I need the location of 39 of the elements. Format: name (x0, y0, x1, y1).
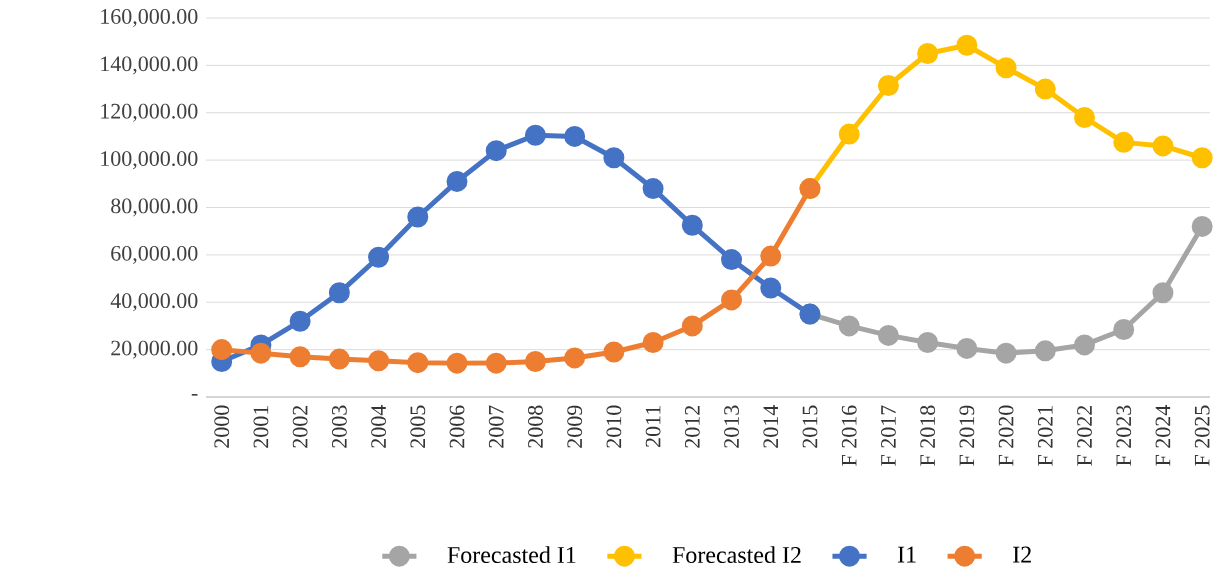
legend-label: I1 (897, 546, 916, 563)
x-tick-label: 2008 (528, 405, 543, 448)
x-tick-label: F 2020 (998, 405, 1014, 466)
x-tick-label: F 2019 (959, 405, 975, 466)
x-tick-label: F 2025 (1194, 405, 1210, 466)
x-tick-label: F 2018 (920, 405, 936, 466)
x-tick-label: 2000 (214, 405, 230, 448)
y-tick-label: 60,000.00 (111, 245, 198, 264)
x-tick-label: 2005 (410, 405, 426, 448)
x-tick-label: 2002 (292, 405, 308, 448)
x-tick-label: 2011 (645, 406, 661, 447)
x-tick-label: 2009 (567, 405, 583, 448)
x-tick-label: 2015 (802, 405, 818, 448)
x-tick-label: 2012 (684, 405, 700, 448)
x-tick-label: 2013 (724, 405, 739, 448)
y-tick-label: - (191, 394, 198, 396)
y-tick-label: 140,000.00 (101, 56, 198, 75)
y-tick-label: 160,000.00 (101, 9, 198, 28)
x-tick-label: F 2021 (1037, 406, 1053, 466)
y-tick-label: 100,000.00 (101, 151, 198, 170)
x-tick-label: 2014 (763, 405, 779, 448)
x-tick-label: 2001 (253, 406, 269, 448)
x-tick-label: F 2016 (841, 405, 857, 466)
y-tick-label: 120,000.00 (101, 103, 198, 122)
y-tick-label: 80,000.00 (111, 198, 198, 217)
x-tick-label: F 2024 (1155, 405, 1171, 466)
x-tick-label: 2003 (331, 405, 347, 448)
legend-label: Forecasted I1 (447, 546, 576, 564)
x-tick-label: 2007 (488, 405, 504, 448)
legend-label: I2 (1013, 546, 1031, 563)
y-tick-label: 40,000.00 (110, 293, 198, 312)
x-tick-label: F 2023 (1116, 405, 1132, 466)
x-tick-label: 2010 (606, 405, 622, 448)
x-tick-label: F 2022 (1077, 405, 1092, 466)
x-tick-label: 2004 (371, 405, 386, 448)
legend-label: Forecasted I2 (672, 546, 801, 564)
y-tick-label: 20,000.00 (111, 340, 198, 359)
x-tick-label: 2006 (449, 405, 465, 448)
x-tick-label: F 2017 (881, 405, 896, 466)
